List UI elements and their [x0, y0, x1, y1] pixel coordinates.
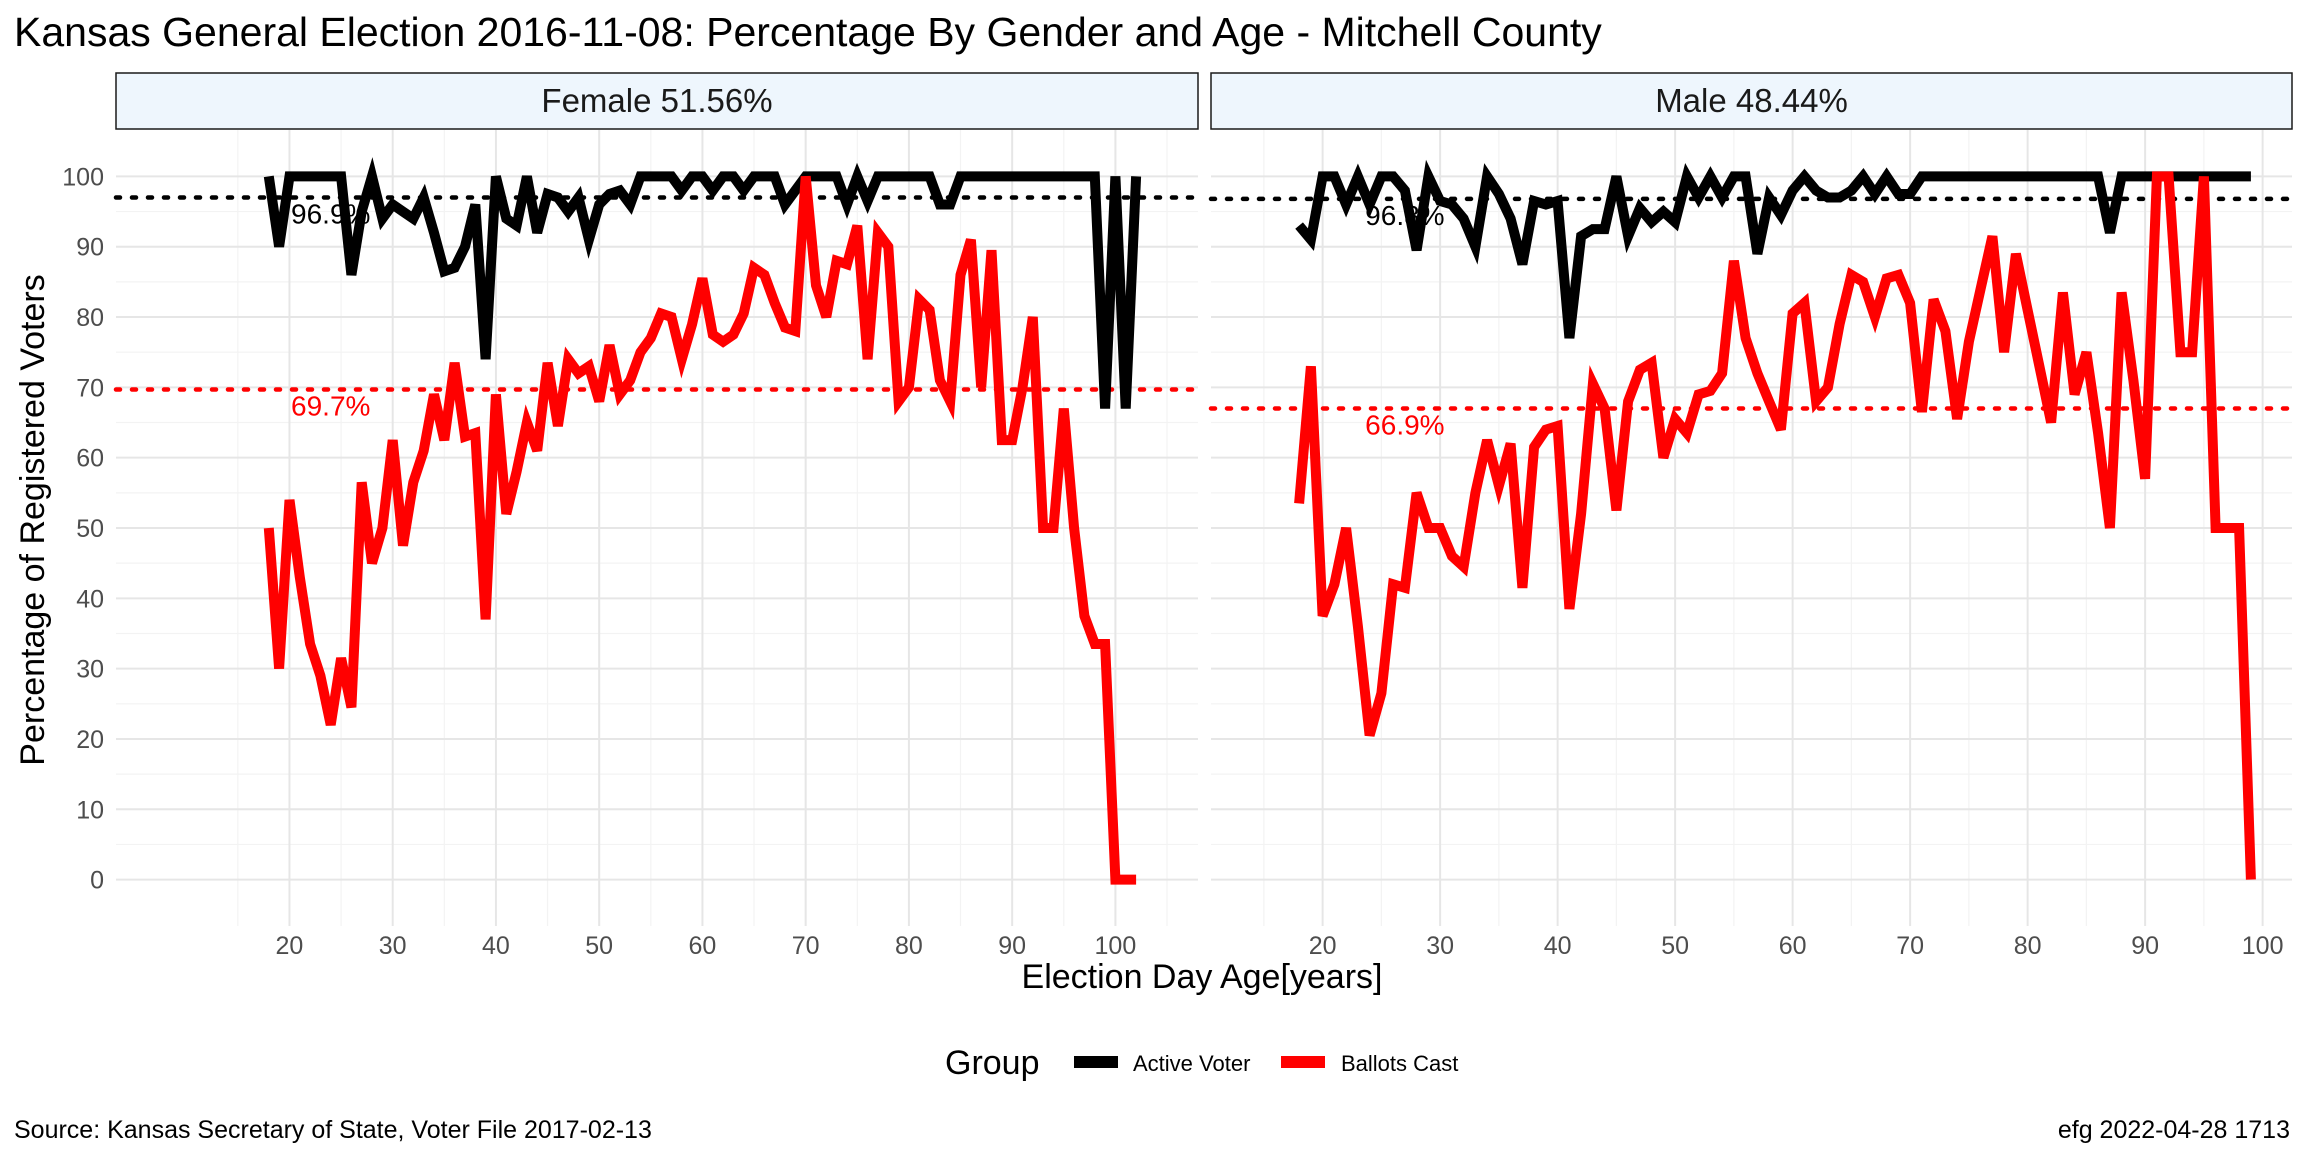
x-tick-label: 40: [1544, 932, 1572, 960]
x-tick-label: 20: [276, 932, 304, 960]
facet-label: Male 48.44%: [1655, 82, 1848, 119]
x-tick-label: 20: [1309, 932, 1337, 960]
y-tick-label: 90: [76, 234, 104, 262]
x-tick-label: 80: [895, 932, 923, 960]
y-tick-label: 30: [76, 656, 104, 684]
x-tick-label: 100: [1095, 932, 1137, 960]
facet-strip: [115, 72, 1199, 130]
y-tick-label: 80: [76, 304, 104, 332]
series-line-ballots-cast: [263, 175, 1137, 885]
panel-female-51-56: Female 51.56% 0 10 20 30 40 50 60 70 80 90 100 20 30 4…: [62, 72, 1201, 960]
y-tick-label: 50: [76, 515, 104, 543]
mean-label-active-voter: 96.9%: [291, 199, 370, 230]
x-axis-label: Election Day Age[years]: [1022, 958, 1383, 996]
x-tick-label: 70: [1896, 932, 1924, 960]
y-tick-label: 20: [76, 726, 104, 754]
major-gridlines: [116, 130, 1198, 926]
x-tick-label: 90: [998, 932, 1026, 960]
series-line-active-voter: [1295, 159, 2251, 339]
x-tick-labels: 20 30 40 50 60 70 80 90 100: [276, 932, 1137, 960]
facet-label: Female 51.56%: [541, 82, 772, 119]
y-tick-label: 70: [76, 374, 104, 402]
author-caption: efg 2022-04-28 1713: [2058, 1116, 2290, 1144]
series-line-active-voter: [263, 157, 1142, 409]
y-axis-label: Percentage of Registered Voters: [14, 274, 52, 765]
x-tick-label: 50: [585, 932, 613, 960]
mean-label-ballots-cast: 66.9%: [1365, 409, 1444, 440]
x-tick-label: 80: [2014, 932, 2042, 960]
x-tick-label: 60: [689, 932, 717, 960]
x-tick-label: 50: [1661, 932, 1689, 960]
y-tick-label: 10: [76, 796, 104, 824]
legend-label-ballots-cast: Ballots Cast: [1341, 1051, 1458, 1076]
mean-label-ballots-cast: 69.7%: [291, 390, 370, 421]
x-tick-label: 70: [792, 932, 820, 960]
x-tick-labels: 20 30 40 50 60 70 80 90 100: [1309, 932, 2284, 960]
y-tick-label: 0: [90, 867, 104, 895]
series-line-ballots-cast: [1294, 171, 2256, 880]
panel-male-48-44: Male 48.44% 20 30 40 50 60 70 80 90 100 96.8% 66.9%: [1208, 72, 2295, 960]
legend-label-active-voter: Active Voter: [1133, 1051, 1250, 1076]
x-tick-label: 90: [2131, 932, 2159, 960]
major-gridlines: [1211, 130, 2292, 926]
legend: Group Active Voter Ballots Cast: [945, 1044, 1458, 1082]
y-tick-label: 60: [76, 445, 104, 473]
mean-label-active-voter: 96.8%: [1365, 200, 1444, 231]
chart-title: Kansas General Election 2016-11-08: Perc…: [14, 9, 1602, 55]
y-tick-label: 40: [76, 585, 104, 613]
x-tick-label: 30: [379, 932, 407, 960]
panels: Female 51.56% 0 10 20 30 40 50 60 70 80 90 100 20 30 4…: [62, 72, 2295, 960]
y-tick-label: 100: [62, 163, 104, 191]
legend-title: Group: [945, 1044, 1040, 1082]
x-tick-label: 60: [1779, 932, 1807, 960]
x-tick-label: 40: [482, 932, 510, 960]
x-tick-label: 100: [2242, 932, 2284, 960]
x-tick-label: 30: [1426, 932, 1454, 960]
y-tick-labels: 0 10 20 30 40 50 60 70 80 90 100: [62, 163, 104, 894]
source-caption: Source: Kansas Secretary of State, Voter…: [14, 1116, 652, 1144]
facet-strip: [1210, 72, 2293, 130]
